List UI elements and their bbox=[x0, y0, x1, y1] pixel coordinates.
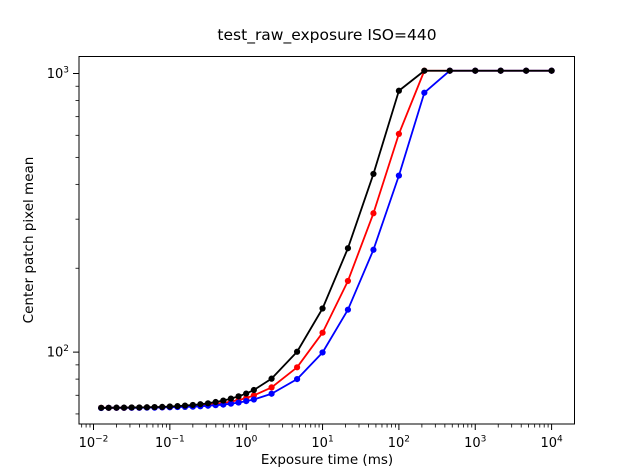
data-point-marker bbox=[250, 396, 257, 403]
data-point-marker bbox=[243, 398, 250, 405]
data-point-marker bbox=[268, 390, 275, 397]
data-point-marker bbox=[548, 67, 555, 74]
data-point-marker bbox=[189, 401, 196, 409]
data-point-marker bbox=[268, 384, 275, 391]
data-point-marker bbox=[293, 376, 301, 383]
data-point-marker bbox=[166, 403, 173, 410]
data-point-marker bbox=[250, 386, 257, 394]
data-point-marker bbox=[268, 375, 275, 382]
series-markers-green-channel-black bbox=[98, 67, 555, 411]
data-point-marker bbox=[293, 364, 301, 371]
x-axis-label: Exposure time (ms) bbox=[261, 452, 393, 468]
data-point-marker bbox=[181, 402, 189, 409]
data-point-marker bbox=[446, 67, 453, 74]
data-point-marker bbox=[227, 400, 235, 407]
axes-spines bbox=[78, 56, 575, 425]
data-point-marker bbox=[120, 404, 128, 411]
data-point-marker bbox=[98, 404, 105, 411]
data-point-marker bbox=[370, 170, 377, 178]
data-point-marker bbox=[319, 305, 326, 312]
data-point-marker bbox=[523, 67, 530, 74]
data-point-marker bbox=[497, 67, 504, 74]
y-axis-label: Center patch pixel mean bbox=[21, 157, 37, 324]
series-layer bbox=[98, 67, 555, 412]
data-point-marker bbox=[105, 404, 112, 411]
data-point-marker bbox=[159, 403, 166, 410]
data-point-marker bbox=[197, 401, 204, 408]
data-point-marker bbox=[344, 277, 352, 285]
data-point-marker bbox=[128, 404, 135, 411]
data-point-marker bbox=[370, 210, 377, 217]
data-point-marker bbox=[319, 349, 326, 356]
data-point-marker bbox=[395, 130, 402, 137]
data-point-marker bbox=[421, 67, 428, 74]
data-point-marker bbox=[204, 400, 212, 407]
data-point-marker bbox=[344, 245, 352, 252]
data-point-marker bbox=[395, 87, 402, 94]
data-point-marker bbox=[293, 348, 301, 355]
data-point-marker bbox=[235, 399, 242, 406]
data-point-marker bbox=[212, 398, 219, 406]
data-point-marker bbox=[421, 89, 428, 96]
data-point-marker bbox=[472, 67, 479, 74]
data-point-marker bbox=[227, 395, 235, 402]
data-point-marker bbox=[319, 329, 326, 336]
data-point-marker bbox=[220, 397, 227, 404]
data-point-marker bbox=[174, 403, 181, 410]
data-point-marker bbox=[235, 393, 242, 400]
chart-title: test_raw_exposure ISO=440 bbox=[217, 26, 436, 45]
data-point-marker bbox=[370, 246, 377, 253]
data-point-marker bbox=[113, 404, 120, 411]
data-point-marker bbox=[151, 403, 158, 411]
data-point-marker bbox=[243, 390, 250, 397]
data-point-marker bbox=[136, 404, 143, 411]
data-point-marker bbox=[143, 404, 151, 411]
data-point-marker bbox=[344, 306, 352, 313]
data-point-marker bbox=[395, 172, 402, 179]
